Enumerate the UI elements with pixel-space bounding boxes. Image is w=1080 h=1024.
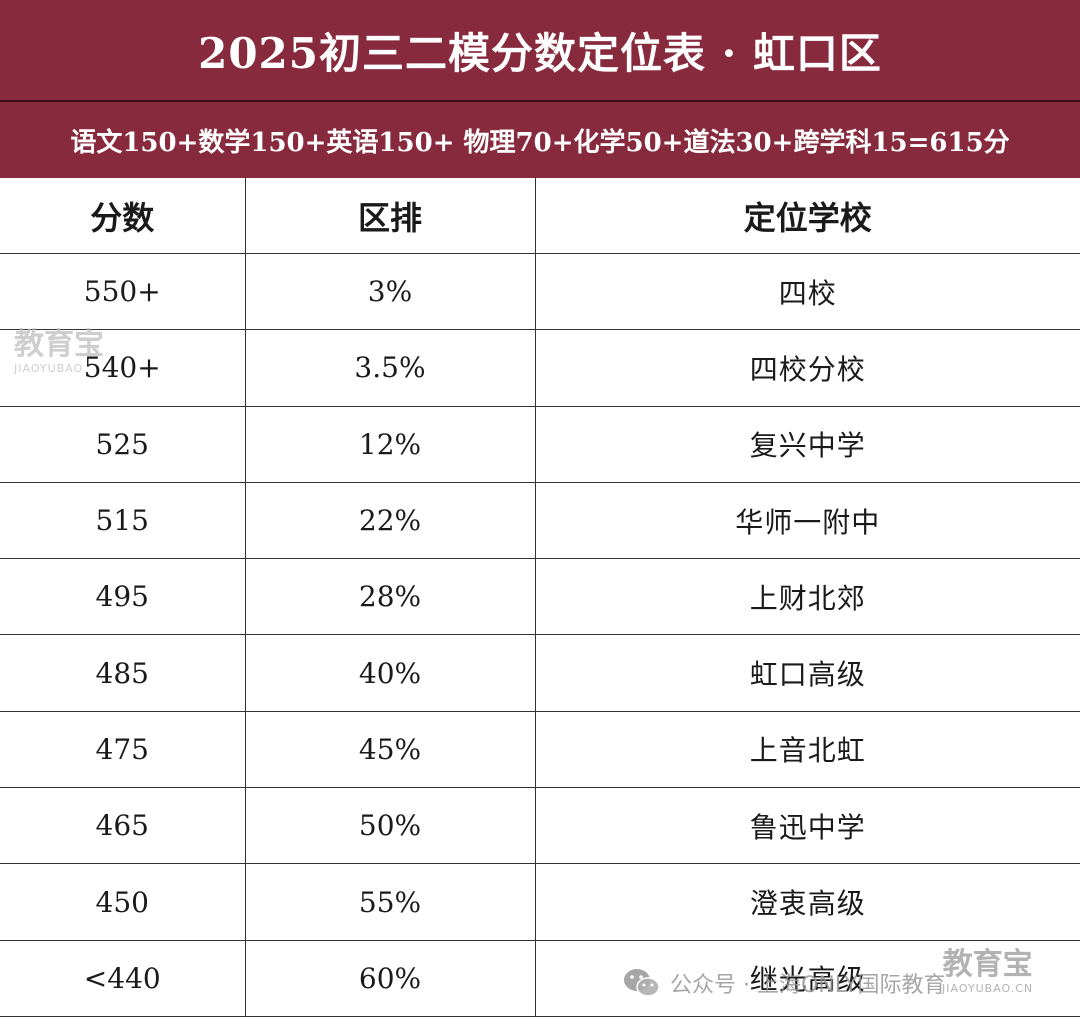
school-cell: 鲁迅中学 (535, 787, 1080, 865)
school-cell: 上音北虹 (535, 711, 1080, 789)
rank-cell: 22% (245, 482, 536, 560)
school-cell: 复兴中学 (535, 406, 1080, 483)
score-cell: 475 (0, 711, 246, 789)
rank-cell: 50% (245, 787, 536, 865)
table-row: 550+ 3% 四校 (0, 253, 1080, 331)
watermark-account-text: 公众号 · 上海ONLY国际教育 (670, 973, 946, 998)
score-table: 分数 区排 定位学校 550+ 3% 四校 540+ 3.5% 四校分校 525 12% 复兴中… (0, 178, 1080, 1017)
page-subtitle: 语文150+数学150+英语150+ 物理70+化学50+道法30+跨学科15=… (0, 102, 1080, 178)
watermark-brand-cn-right: 教育宝 (942, 947, 1033, 982)
rank-cell: 28% (245, 558, 536, 636)
school-cell: 澄衷高级 (535, 863, 1080, 941)
table-row: 465 50% 鲁迅中学 (0, 787, 1080, 865)
rank-cell: 12% (245, 406, 536, 483)
watermark-brand-url: JIAOYUBAO.CN (942, 982, 1034, 995)
table-row: 515 22% 华师一附中 (0, 482, 1080, 560)
table-row: <440 60% 继光高级 (0, 940, 1080, 1017)
score-cell: 450 (0, 863, 246, 941)
watermark-brand-right: 教育宝 JIAOYUBAO.CN (942, 947, 1034, 996)
table-row: 540+ 3.5% 四校分校 (0, 329, 1080, 407)
watermark-brand-en: JIAOYUBAO (14, 362, 84, 375)
school-cell: 四校分校 (535, 329, 1080, 407)
watermark-account: 公众号 · 上海ONLY国际教育 (622, 958, 946, 1008)
rank-cell: 60% (245, 940, 536, 1017)
table-header-row: 分数 区排 定位学校 (0, 178, 1080, 254)
school-cell: 华师一附中 (535, 482, 1080, 560)
watermark-left: 教育宝 JIAOYUBAO (14, 328, 144, 388)
rank-cell: 55% (245, 863, 536, 941)
school-cell: 上财北郊 (535, 558, 1080, 636)
score-cell: 465 (0, 787, 246, 865)
score-cell: 540+ (0, 329, 246, 407)
school-cell: 四校 (535, 253, 1080, 331)
rank-cell: 45% (245, 711, 536, 789)
score-cell: 495 (0, 558, 246, 636)
table-row: 525 12% 复兴中学 (0, 406, 1080, 483)
column-header-score: 分数 (0, 178, 246, 254)
table-row: 450 55% 澄衷高级 (0, 863, 1080, 941)
wechat-icon (624, 969, 660, 997)
table-row: 485 40% 虹口高级 (0, 634, 1080, 712)
score-cell: 485 (0, 634, 246, 712)
score-cell: 550+ (0, 253, 246, 331)
page-title-text: 2025初三二模分数定位表 · 虹口区 (198, 28, 882, 78)
score-cell: 525 (0, 406, 246, 483)
score-cell: 515 (0, 482, 246, 560)
page-title: 2025初三二模分数定位表 · 虹口区 (0, 0, 1080, 100)
rank-cell: 40% (245, 634, 536, 712)
table-row: 475 45% 上音北虹 (0, 711, 1080, 789)
rank-cell: 3% (245, 253, 536, 331)
score-cell: <440 (0, 940, 246, 1017)
watermark-brand-cn: 教育宝 (14, 327, 104, 362)
table-row: 495 28% 上财北郊 (0, 558, 1080, 636)
school-cell: 虹口高级 (535, 634, 1080, 712)
header-divider (0, 100, 1080, 102)
column-header-rank: 区排 (245, 178, 536, 254)
page-subtitle-text: 语文150+数学150+英语150+ 物理70+化学50+道法30+跨学科15=… (70, 127, 1010, 158)
column-header-school: 定位学校 (535, 178, 1080, 254)
table-body: 550+ 3% 四校 540+ 3.5% 四校分校 525 12% 复兴中学 515 22% 华师一附… (0, 253, 1080, 1017)
rank-cell: 3.5% (245, 329, 536, 407)
